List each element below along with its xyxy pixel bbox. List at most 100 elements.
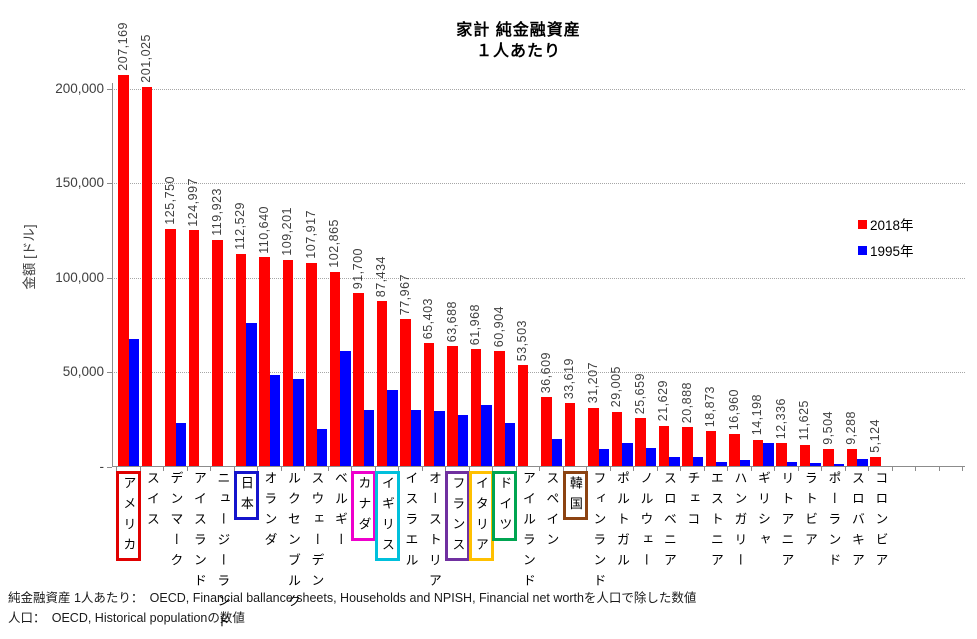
bar-2018-2 [165,228,176,467]
value-label-30: 9,504 [820,410,835,445]
y-tick-label: 150,000 [55,175,104,190]
bar-1995-26 [739,460,751,467]
value-label-8: 107,917 [303,209,318,259]
bar-1995-22 [645,447,657,467]
value-label-11: 87,434 [374,256,389,298]
chart-subtitle: １人あたり [475,43,561,60]
x-label-wrap-27: ギリシャ [750,471,776,553]
x-axis-line [112,466,965,467]
x-axis-tick [844,467,846,471]
x-axis-tick [680,467,681,471]
x-label-30: ポーランド [826,471,842,574]
bar-2018-12 [400,319,411,467]
x-axis-tick [938,467,940,471]
bar-1995-18 [551,438,563,467]
bar-2018-22 [635,418,646,467]
bar-2018-21 [611,411,623,467]
x-axis-tick [562,467,564,471]
bar-2018-15 [470,349,482,467]
bar-2018-10 [353,293,364,467]
x-label-highlight-box-0: アメリカ [116,471,142,561]
x-label-highlight-box-11: イギリス [374,471,400,561]
x-label-29: ラトビア [802,471,818,553]
x-label-wrap-9: ベルギー [327,471,353,553]
x-label-highlight-box-16: ドイツ [492,471,518,541]
y-tick-mark [107,88,112,90]
x-axis-tick [797,467,799,471]
x-label-wrap-30: ポーランド [821,471,847,574]
bar-2018-26 [729,434,740,467]
x-label-wrap-11: イギリス [374,471,400,561]
x-label-wrap-6: オランダ [257,471,283,553]
bar-2018-8 [306,262,317,467]
bar-1995-30 [833,463,845,467]
bar-2018-23 [658,425,670,467]
x-axis-tick [210,467,211,471]
x-label-20: フィンランド [591,471,607,594]
x-label-17: アイルランド [520,471,536,594]
x-label-26: ハンガリー [732,471,748,574]
bar-1995-8 [316,429,328,467]
x-axis-tick [257,467,258,471]
x-axis-tick [515,467,517,471]
x-axis-tick [868,467,869,471]
x-axis-tick [304,467,305,471]
value-label-13: 65,403 [421,297,436,339]
x-axis-tick [492,467,493,471]
x-label-4: ニュージーランド [215,471,231,635]
bar-2018-18 [541,397,552,467]
bar-1995-6 [269,374,281,467]
value-label-1: 201,025 [139,33,154,83]
bar-1995-15 [481,405,492,467]
value-label-19: 33,619 [562,357,577,399]
bar-2018-24 [682,427,693,467]
value-label-29: 11,625 [797,400,812,441]
x-axis-tick [656,467,658,471]
bar-1995-25 [716,462,727,467]
gridline-100000 [112,277,965,279]
x-label-22: ノルウェー [638,471,654,574]
x-label-wrap-29: ラトビア [797,471,823,553]
x-axis-tick [116,467,117,471]
bar-1995-28 [786,462,798,467]
bar-1995-16 [504,423,516,467]
bar-1995-11 [387,389,398,467]
x-label-wrap-0: アメリカ [116,471,142,561]
x-label-18: スペイン [544,471,560,553]
bar-2018-1 [141,86,153,467]
x-label-wrap-19: 韓国 [562,471,588,520]
x-label-wrap-32: コロンビア [868,471,894,574]
value-label-9: 102,865 [327,219,342,269]
y-tick-label: - [99,458,105,474]
x-axis-tick [280,467,282,471]
x-label-wrap-13: オーストリア [421,471,447,594]
value-label-26: 16,960 [726,389,741,431]
x-axis-tick [327,467,329,471]
value-label-18: 36,609 [538,352,553,394]
x-label-wrap-22: ノルウェー [633,471,659,574]
gridline-50000 [112,372,965,373]
x-label-23: スロベニア [661,471,677,574]
legend-label-2018: 2018年 [870,218,914,233]
bar-2018-6 [259,257,270,467]
value-label-21: 29,005 [609,366,624,408]
x-label-25: エストニア [708,471,724,574]
bar-2018-30 [823,448,834,467]
value-label-7: 109,201 [280,207,295,257]
bar-2018-13 [423,342,435,467]
bar-1995-7 [293,378,304,467]
x-label-wrap-14: フランス [445,471,471,561]
x-label-wrap-31: スロバキア [844,471,870,574]
bar-1995-23 [669,457,680,467]
bar-2018-25 [705,430,717,467]
bar-1995-21 [622,443,633,467]
x-axis-tick [139,467,141,471]
x-label-wrap-24: チェコ [680,471,706,533]
x-label-wrap-7: ルクセンブルク [280,471,306,615]
x-label-2: デンマーク [168,471,184,574]
bar-2018-9 [329,272,341,467]
x-axis-tick [891,467,893,471]
x-label-highlight-box-19: 韓国 [562,471,588,520]
x-label-wrap-5: 日本 [233,471,259,520]
